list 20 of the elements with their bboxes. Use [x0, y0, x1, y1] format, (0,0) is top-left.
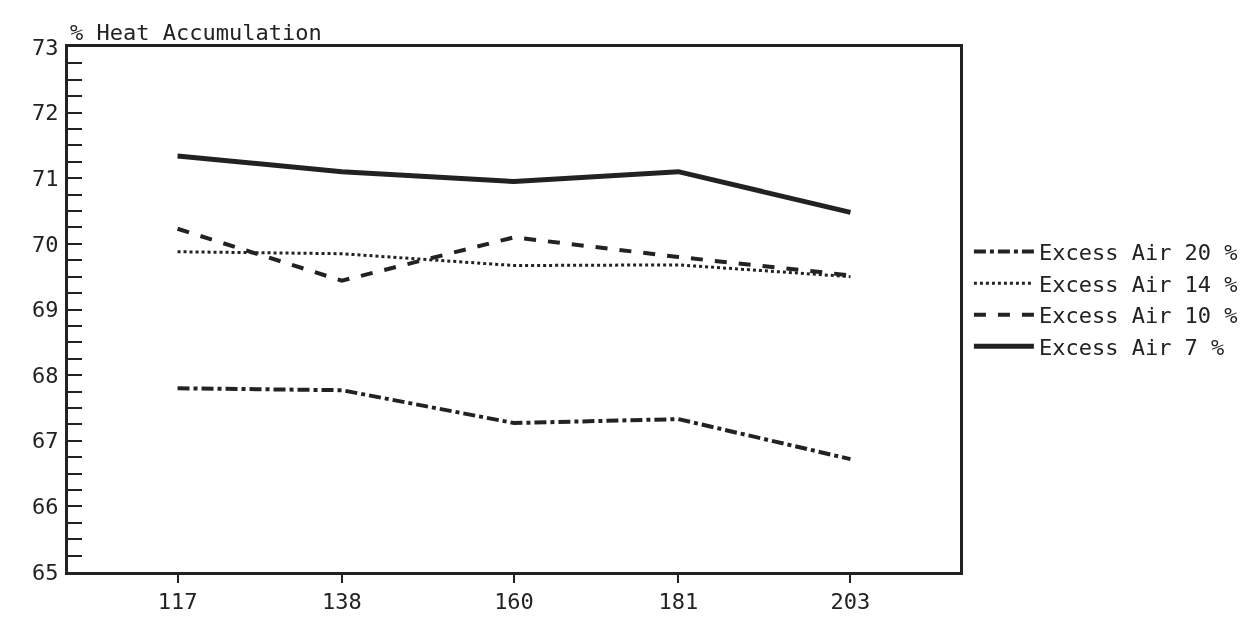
x-tick-label: 160 — [494, 589, 534, 615]
x-tick-label: 203 — [830, 589, 871, 615]
y-tick-label: 71 — [32, 165, 59, 191]
legend-label: Excess Air 20 % — [1038, 240, 1238, 266]
y-tick-label: 68 — [32, 362, 59, 388]
x-tick-label: 138 — [321, 589, 362, 615]
y-tick-label: 73 — [32, 34, 59, 60]
y-axis-title: % Heat Accumulation — [70, 20, 322, 45]
y-tick-label: 72 — [32, 100, 59, 126]
legend-label: Excess Air 7 % — [1038, 334, 1225, 360]
y-tick-label: 70 — [32, 231, 59, 257]
y-tick-label: 66 — [32, 494, 59, 520]
y-tick-label: 65 — [32, 559, 59, 585]
y-tick-label: 69 — [32, 297, 59, 323]
legend-label: Excess Air 14 % — [1038, 271, 1238, 297]
y-tick-label: 67 — [32, 428, 59, 454]
legend-label: Excess Air 10 % — [1038, 303, 1238, 329]
x-tick-label: 181 — [658, 589, 699, 615]
line-series — [175, 386, 853, 462]
x-tick-label: 117 — [157, 589, 198, 615]
